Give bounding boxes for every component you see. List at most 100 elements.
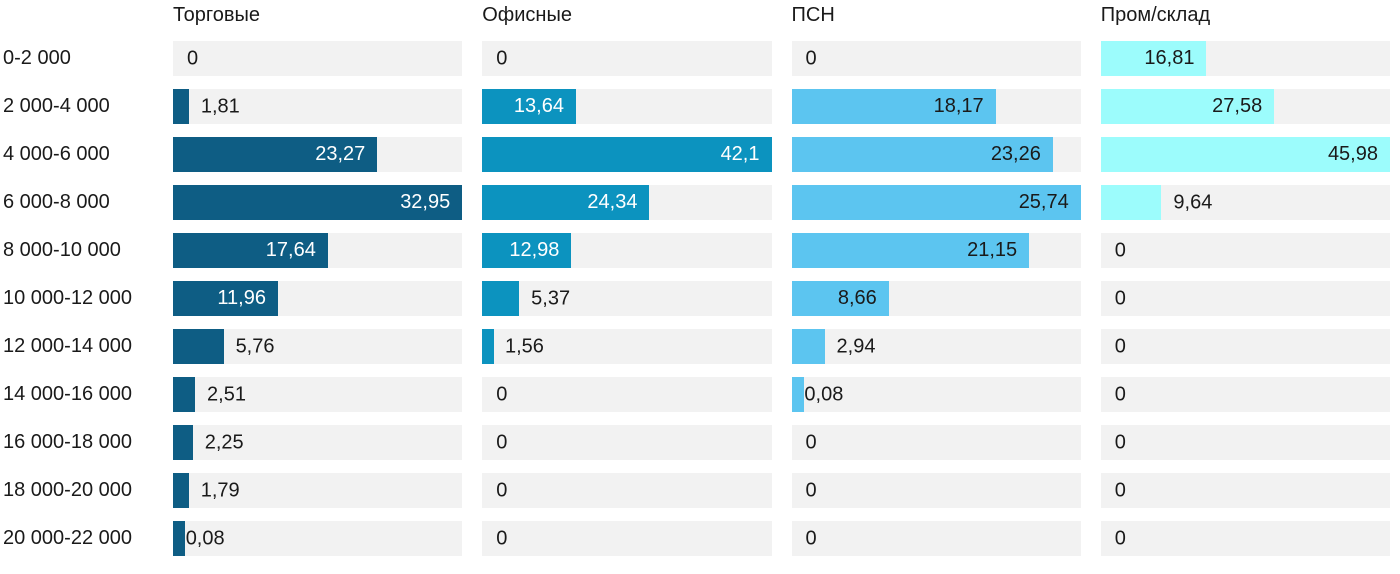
bar: 13,64 [482, 89, 576, 124]
chart-cell: 23,26 [791, 137, 1081, 172]
row-label: 12 000-14 000 [3, 335, 133, 357]
chart-cell: 0 [791, 521, 1081, 556]
bar: 45,98 [1100, 137, 1390, 172]
value-label: 12,98 [509, 239, 560, 261]
bar: 24,34 [482, 185, 650, 220]
bar: 21,15 [791, 233, 1030, 268]
chart-cell: 1,81 [173, 89, 463, 124]
value-label: 27,58 [1212, 95, 1263, 117]
chart-corner-spacer [0, 3, 153, 28]
chart-cell: 1,79 [173, 473, 463, 508]
bar [173, 425, 193, 460]
chart-cell: 0 [791, 425, 1081, 460]
chart-cell: 21,15 [791, 233, 1081, 268]
chart-cell: 0 [791, 41, 1081, 76]
value-label: 0 [496, 527, 508, 549]
chart-cell: 27,58 [1100, 89, 1390, 124]
value-label: 2,25 [204, 431, 244, 453]
value-label: 11,96 [217, 287, 266, 309]
chart-cell: 12,98 [482, 233, 772, 268]
bar: 16,81 [1100, 41, 1207, 76]
chart-cell: 24,34 [482, 185, 772, 220]
value-label: 5,37 [531, 287, 571, 309]
chart-cell: 9,64 [1100, 185, 1390, 220]
value-label: 23,26 [990, 143, 1041, 165]
chart-cell: 0 [482, 41, 772, 76]
value-label: 0 [496, 479, 508, 501]
value-label: 0 [805, 47, 817, 69]
chart-cell: 0,08 [173, 521, 463, 556]
value-label: 0,08 [185, 527, 225, 549]
bar: 18,17 [791, 89, 996, 124]
grouped-bar-chart: Торговые Офисные ПСН Пром/склад 0-2 000 0… [0, 3, 1390, 556]
series-header-prom-sklad: Пром/склад [1100, 4, 1211, 26]
value-label: 5,76 [235, 335, 275, 357]
row-label: 6 000-8 000 [3, 191, 110, 213]
value-label: 17,64 [265, 239, 316, 261]
value-label: 0 [1114, 431, 1126, 453]
chart-cell: 23,27 [173, 137, 463, 172]
value-label: 0 [1114, 287, 1126, 309]
chart-cell: 5,76 [173, 329, 463, 364]
bar [173, 377, 196, 412]
chart-cell: 8,66 [791, 281, 1081, 316]
series-header-torgovye: Торговые [173, 4, 261, 26]
value-label: 13,64 [513, 95, 564, 117]
bar: 32,95 [173, 185, 463, 220]
bar: 25,74 [791, 185, 1081, 220]
row-label: 2 000-4 000 [3, 95, 110, 117]
value-label: 0 [1114, 479, 1126, 501]
bar: 23,27 [173, 137, 378, 172]
row-label: 20 000-22 000 [3, 527, 133, 549]
bar: 11,96 [173, 281, 278, 316]
bar [482, 329, 495, 364]
value-label: 32,95 [400, 191, 451, 213]
chart-cell: 32,95 [173, 185, 463, 220]
chart-cell: 45,98 [1100, 137, 1390, 172]
chart-cell: 0 [173, 41, 463, 76]
chart-cell: 0 [1100, 281, 1390, 316]
series-header-ofisnye: Офисные [482, 4, 572, 26]
value-label: 42,1 [720, 143, 760, 165]
value-label: 1,81 [200, 95, 240, 117]
row-label: 4 000-6 000 [3, 143, 110, 165]
chart-cell: 0 [482, 473, 772, 508]
row-label: 16 000-18 000 [3, 431, 133, 453]
bar: 17,64 [173, 233, 328, 268]
chart-cell: 0 [1100, 377, 1390, 412]
value-label: 16,81 [1144, 47, 1195, 69]
value-label: 24,34 [587, 191, 638, 213]
value-label: 1,56 [504, 335, 544, 357]
bar [173, 329, 224, 364]
value-label: 9,64 [1173, 191, 1213, 213]
value-label: 2,51 [207, 383, 246, 405]
row-label: 10 000-12 000 [3, 287, 133, 309]
value-label: 0 [805, 479, 817, 501]
value-label: 0 [1114, 383, 1126, 405]
chart-cell: 42,1 [482, 137, 772, 172]
row-label: 0-2 000 [3, 47, 71, 69]
value-label: 0 [805, 431, 817, 453]
value-label: 0 [1114, 239, 1126, 261]
value-label: 1,79 [200, 479, 240, 501]
series-header-psn: ПСН [791, 4, 835, 26]
row-label: 14 000-16 000 [3, 383, 133, 405]
value-label: 45,98 [1327, 143, 1378, 165]
bar [791, 329, 825, 364]
row-label: 18 000-20 000 [3, 479, 133, 501]
value-label: 0 [187, 47, 199, 69]
chart-cell: 18,17 [791, 89, 1081, 124]
row-label: 8 000-10 000 [3, 239, 121, 261]
chart-cell: 0 [482, 425, 772, 460]
chart-cell: 0 [1100, 425, 1390, 460]
chart-cell: 17,64 [173, 233, 463, 268]
chart-cell: 16,81 [1100, 41, 1390, 76]
value-label: 0 [1114, 335, 1126, 357]
chart-cell: 2,25 [173, 425, 463, 460]
value-label: 21,15 [967, 239, 1018, 261]
value-label: 0,08 [804, 383, 844, 405]
bar [791, 377, 804, 412]
bar: 12,98 [482, 233, 572, 268]
chart-cell: 25,74 [791, 185, 1081, 220]
chart-cell: 0 [791, 473, 1081, 508]
